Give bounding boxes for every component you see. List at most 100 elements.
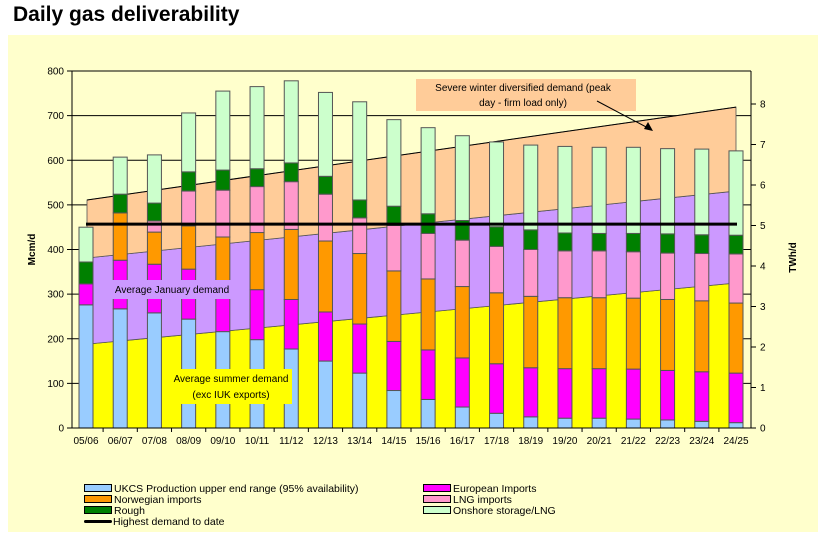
bar-segment <box>352 323 368 374</box>
bar-segment <box>352 253 368 325</box>
bar-segment <box>249 232 265 291</box>
legend-label-highest-demand: Highest demand to date <box>113 516 225 528</box>
y2-tick-label: 5 <box>760 221 766 232</box>
bar-segment <box>625 418 641 429</box>
bar-segment <box>557 368 573 419</box>
x-tick-label: 17/18 <box>484 436 509 447</box>
bar-segment <box>215 90 231 171</box>
legend-item-ukcs: UKCS Production upper end range (95% ava… <box>84 483 359 495</box>
bar-segment <box>78 226 94 263</box>
legend-swatch-ukcs <box>84 484 112 493</box>
bar-segment <box>420 278 436 351</box>
x-tick-label: 11/12 <box>279 436 304 447</box>
y2-tick-label: 4 <box>760 262 766 273</box>
bar-segment <box>523 416 539 429</box>
severe-winter-label-line1: Severe winter diversified demand (peak <box>435 83 612 94</box>
bar-stack-18-19 <box>523 144 539 429</box>
bar-segment <box>728 372 744 424</box>
legend-item-european: European Imports <box>423 483 536 495</box>
y-tick-label: 100 <box>47 379 64 390</box>
bar-segment <box>249 168 265 188</box>
bar-segment <box>489 226 505 247</box>
bar-stack-21-22 <box>625 146 641 429</box>
bar-segment <box>694 371 710 422</box>
y-tick-label: 300 <box>47 290 64 301</box>
bar-segment <box>557 417 573 429</box>
bar-segment <box>591 417 607 429</box>
legend-label-ukcs: UKCS Production upper end range (95% ava… <box>114 483 359 495</box>
x-tick-label: 19/20 <box>552 436 577 447</box>
bar-segment <box>215 169 231 191</box>
bar-segment <box>317 91 333 177</box>
legend-swatch-onshore <box>423 506 451 515</box>
x-tick-label: 20/21 <box>587 436 612 447</box>
bar-segment <box>660 298 676 371</box>
bar-segment <box>386 390 402 429</box>
x-tick-label: 10/11 <box>245 436 270 447</box>
y-tick-label: 600 <box>47 156 64 167</box>
bar-segment <box>78 283 94 306</box>
severe-winter-label-box <box>416 79 636 111</box>
x-tick-label: 08/09 <box>176 436 201 447</box>
x-tick-label: 18/19 <box>518 436 543 447</box>
legend-swatch-lng <box>423 495 451 504</box>
bar-segment <box>625 251 641 299</box>
legend-item-lng: LNG imports <box>423 494 512 506</box>
bar-segment <box>112 156 128 195</box>
legend-swatch-rough <box>84 506 112 515</box>
bar-segment <box>728 150 744 236</box>
bar-segment <box>728 302 744 374</box>
bar-segment <box>317 240 333 313</box>
legend-item-rough: Rough <box>84 505 145 517</box>
legend-swatch-european <box>423 484 451 493</box>
y2-tick-label: 0 <box>760 424 766 435</box>
bar-segment <box>625 146 641 234</box>
x-tick-label: 14/15 <box>381 436 406 447</box>
bar-segment <box>420 398 436 429</box>
bar-segment <box>694 253 710 302</box>
y-tick-label: 200 <box>47 334 64 345</box>
bar-segment <box>181 225 197 270</box>
bar-stack-10-11 <box>249 86 265 429</box>
bar-segment <box>317 175 333 195</box>
bar-segment <box>591 146 607 234</box>
bar-segment <box>420 127 436 215</box>
bar-segment <box>523 249 539 297</box>
bar-segment <box>386 224 402 272</box>
y2-tick-label: 1 <box>760 383 766 394</box>
bar-segment <box>78 304 94 429</box>
bar-segment <box>523 229 539 251</box>
january-demand-label: Average January demand <box>115 285 229 296</box>
legend-item-norwegian: Norwegian imports <box>84 494 202 506</box>
x-tick-label: 06/07 <box>108 436 133 447</box>
bar-segment <box>557 297 573 370</box>
summer-label-box <box>172 369 292 404</box>
bar-segment <box>454 239 470 288</box>
bar-segment <box>660 369 676 421</box>
x-tick-label: 16/17 <box>450 436 475 447</box>
severe-winter-label-line2: day - firm load only) <box>479 98 567 109</box>
x-tick-label: 23/24 <box>689 436 714 447</box>
bar-stack-24-25 <box>728 150 744 429</box>
bar-segment <box>557 232 573 252</box>
bar-segment <box>215 236 231 288</box>
bar-segment <box>660 233 676 254</box>
bar-stack-20-21 <box>591 146 607 429</box>
bar-segment <box>112 212 128 261</box>
bar-segment <box>489 245 505 294</box>
bar-segment <box>249 86 265 170</box>
bar-segment <box>317 311 333 362</box>
y-tick-label: 500 <box>47 200 64 211</box>
bar-segment <box>386 340 402 392</box>
axes: 0 100 200 300 400 500 600 700 800 0 1 2 3 4 5 6 7 8 05/06 0… <box>47 67 766 448</box>
bar-segment <box>249 289 265 341</box>
january-label-box <box>103 280 241 299</box>
x-tick-label: 12/13 <box>313 436 338 447</box>
bar-segment <box>523 367 539 418</box>
bar-stack-12-13 <box>317 91 333 429</box>
bar-segment <box>112 193 128 214</box>
x-tick-label: 05/06 <box>73 436 98 447</box>
severe-winter-arrow <box>596 100 649 129</box>
bar-segment <box>352 101 368 201</box>
